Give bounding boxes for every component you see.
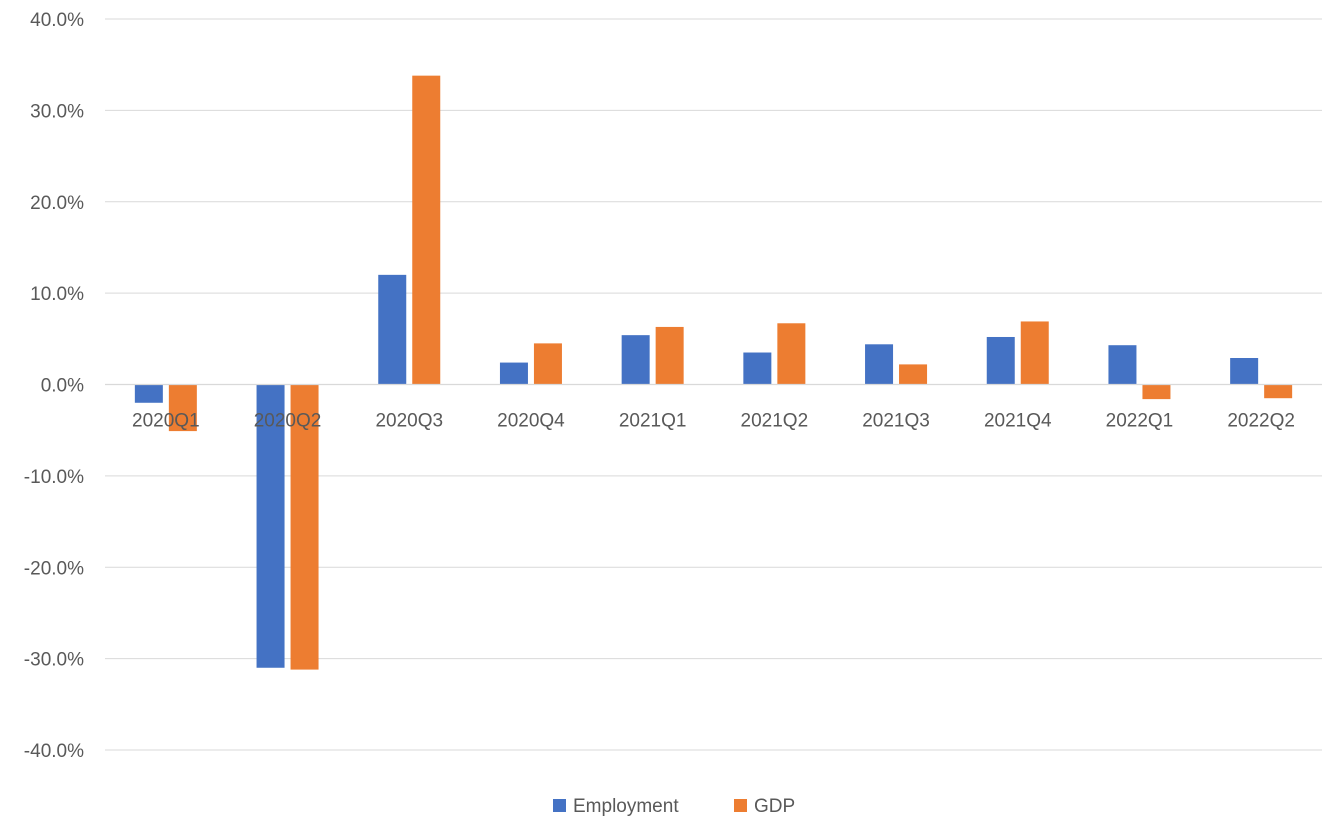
bar-employment-2022q2 — [1230, 358, 1259, 385]
bars — [134, 75, 1293, 670]
legend-swatch-employment — [553, 799, 566, 812]
x-tick-label: 2020Q2 — [254, 411, 322, 432]
x-tick-label: 2021Q4 — [984, 411, 1052, 432]
y-tick-label: -30.0% — [24, 650, 84, 671]
y-tick-label: 0.0% — [41, 376, 84, 397]
bar-gdp-2021q3 — [899, 364, 928, 385]
legend-label-employment: Employment — [573, 796, 679, 817]
legend-label-gdp: GDP — [754, 796, 795, 817]
y-tick-label: -10.0% — [24, 467, 84, 488]
bar-employment-2020q1 — [134, 384, 163, 403]
x-tick-label: 2021Q1 — [619, 411, 687, 432]
bar-gdp-2021q4 — [1020, 321, 1049, 385]
bar-gdp-2020q3 — [412, 75, 441, 385]
bar-employment-2021q4 — [986, 336, 1015, 385]
y-tick-label: -40.0% — [24, 741, 84, 762]
y-tick-label: -20.0% — [24, 558, 84, 579]
x-tick-label: 2020Q3 — [375, 411, 443, 432]
bar-employment-2021q1 — [621, 335, 650, 385]
x-tick-label: 2022Q2 — [1227, 411, 1295, 432]
y-tick-label: 40.0% — [30, 10, 84, 31]
x-tick-label: 2022Q1 — [1106, 411, 1174, 432]
bar-gdp-2022q2 — [1264, 384, 1293, 399]
bar-gdp-2020q2 — [290, 384, 319, 670]
x-tick-label: 2020Q1 — [132, 411, 200, 432]
y-tick-label: 10.0% — [30, 284, 84, 305]
bar-gdp-2021q1 — [655, 326, 684, 385]
legend-swatch-gdp — [734, 799, 747, 812]
legend: Employment GDP — [553, 796, 795, 817]
x-tick-label: 2020Q4 — [497, 411, 565, 432]
x-tick-label: 2021Q2 — [741, 411, 809, 432]
y-axis-tick-labels: 40.0% 30.0% 20.0% 10.0% 0.0% -10.0% -20.0% -30.… — [24, 10, 84, 762]
bar-gdp-2022q1 — [1142, 384, 1171, 400]
bar-gdp-2021q2 — [777, 323, 806, 385]
x-axis-category-labels: 2020Q1 2020Q2 2020Q3 2020Q4 2021Q1 2021Q2 2021… — [132, 411, 1295, 432]
bar-employment-2021q2 — [743, 352, 772, 385]
bar-employment-2020q3 — [378, 274, 407, 385]
bar-gdp-2020q1 — [168, 384, 197, 432]
y-tick-label: 20.0% — [30, 193, 84, 214]
bar-employment-2021q3 — [865, 344, 894, 385]
bar-employment-2020q2 — [256, 384, 285, 668]
bar-gdp-2020q4 — [533, 343, 562, 385]
x-tick-label: 2021Q3 — [862, 411, 930, 432]
bar-employment-2022q1 — [1108, 345, 1137, 385]
bar-employment-2020q4 — [499, 362, 528, 385]
y-tick-label: 30.0% — [30, 101, 84, 122]
